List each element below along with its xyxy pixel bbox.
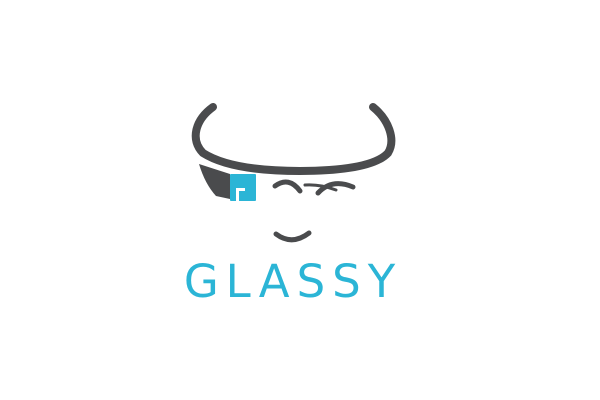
right-eye-wink bbox=[315, 181, 356, 196]
frame-arm bbox=[199, 164, 230, 199]
mouth-smile bbox=[273, 230, 312, 243]
headband-arc bbox=[191, 103, 396, 175]
prism-block bbox=[230, 174, 256, 201]
glass-prism-icon bbox=[230, 174, 256, 201]
wordmark: GLASSY bbox=[184, 255, 402, 308]
glasses-frame-icon bbox=[191, 103, 396, 199]
left-eye bbox=[272, 179, 303, 194]
prism-highlight-vertical bbox=[236, 188, 239, 201]
prism-highlight bbox=[236, 188, 245, 191]
wink-lash bbox=[303, 183, 338, 192]
winking-face-icon bbox=[272, 179, 356, 243]
